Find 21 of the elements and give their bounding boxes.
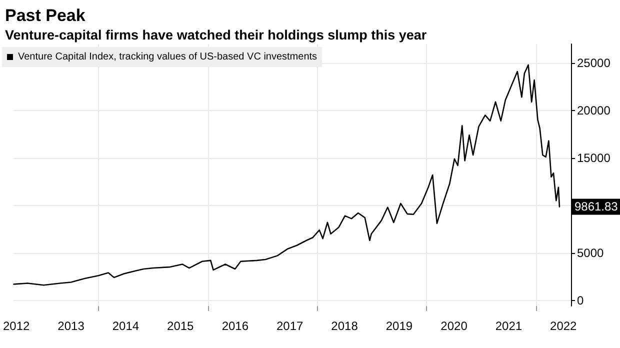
y-tick-label: 5000 xyxy=(577,246,604,260)
x-tick-label: 2022 xyxy=(550,319,578,333)
chart-subtitle: Venture-capital firms have watched their holdings slump this year xyxy=(5,28,428,42)
x-tick-label: 2012 xyxy=(2,319,30,333)
y-tick-label: 25000 xyxy=(577,56,611,70)
y-tick-label: 15000 xyxy=(577,150,611,165)
x-tick-label: 2016 xyxy=(222,319,249,333)
x-tick-label: 2013 xyxy=(58,319,85,333)
x-tick-label: 2015 xyxy=(167,319,194,333)
y-tick-label: 20000 xyxy=(577,103,611,118)
x-tick-label: 2020 xyxy=(440,319,468,333)
data-label: 9861.83 xyxy=(574,200,618,214)
legend-label: Venture Capital Index, tracking values of US-based VC investments xyxy=(18,52,318,62)
x-tick-label: 2018 xyxy=(331,319,358,333)
y-tick-label: 0 xyxy=(577,293,584,308)
x-tick-label: 2014 xyxy=(112,319,140,333)
line-series xyxy=(13,64,560,286)
chart-title: Past Peak xyxy=(5,6,86,25)
x-tick-label: 2017 xyxy=(276,319,304,333)
x-tick-label: 2021 xyxy=(495,319,522,333)
x-tick-label: 2019 xyxy=(386,319,413,333)
